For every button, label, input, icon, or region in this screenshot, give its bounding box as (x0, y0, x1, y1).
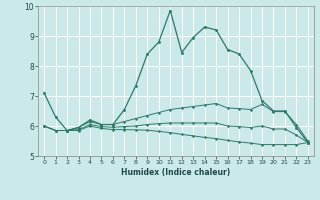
X-axis label: Humidex (Indice chaleur): Humidex (Indice chaleur) (121, 168, 231, 177)
